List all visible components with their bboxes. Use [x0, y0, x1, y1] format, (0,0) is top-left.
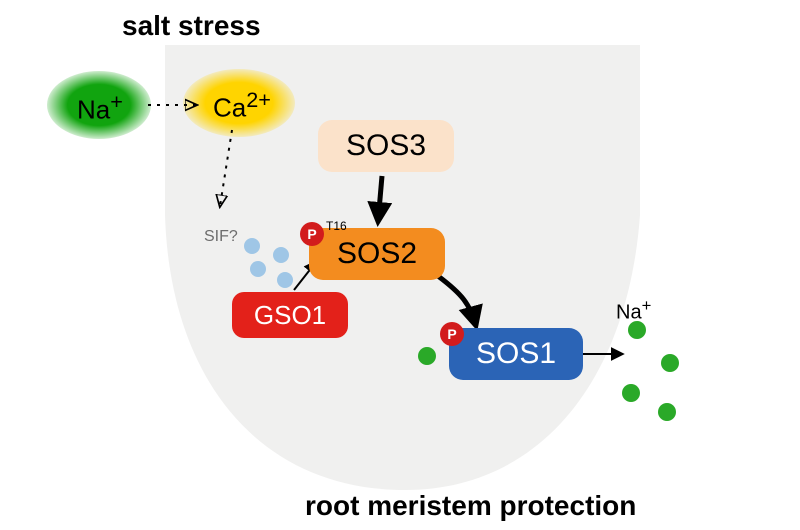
phospho-p-sos1: P	[447, 326, 456, 342]
ca-text: Ca	[213, 93, 246, 123]
node-sos3-label: SOS3	[346, 129, 426, 163]
arrow-sos2-to-sos1	[438, 276, 476, 326]
sif-dot	[273, 247, 289, 263]
sif-question-label: SIF?	[204, 228, 238, 246]
title-root-meristem: root meristem protection	[305, 490, 636, 522]
node-sos1-label: SOS1	[476, 337, 556, 371]
na-dot	[658, 403, 676, 421]
node-sos3: SOS3	[318, 120, 454, 172]
phospho-p-sos2: P	[307, 226, 316, 242]
node-sos1: SOS1	[449, 328, 583, 380]
sif-dot	[250, 261, 266, 277]
diagram-stage: salt stress root meristem protection Na+…	[0, 0, 800, 530]
title-salt-stress: salt stress	[122, 10, 261, 42]
phospho-site-t16: T16	[326, 219, 347, 233]
na-dot	[622, 384, 640, 402]
sif-dot	[277, 272, 293, 288]
node-gso1: GSO1	[232, 292, 348, 338]
na-text: Na	[77, 95, 110, 125]
na-dot	[661, 354, 679, 372]
na-dot	[628, 321, 646, 339]
na-sup: +	[110, 89, 123, 114]
node-sos2-label: SOS2	[337, 237, 417, 271]
sif-dot	[244, 238, 260, 254]
ca-ion-label: Ca2+	[213, 87, 271, 124]
node-gso1-label: GSO1	[254, 300, 326, 331]
arrow-sos3-to-sos2	[378, 176, 382, 222]
na-ion-label: Na+	[77, 89, 123, 126]
phospho-badge-sos2: P	[300, 222, 324, 246]
ca-sup: 2+	[246, 87, 271, 112]
phospho-badge-sos1: P	[440, 322, 464, 346]
node-sos2: SOS2	[309, 228, 445, 280]
arrow-ca-to-sif	[220, 130, 232, 206]
na-out-sup: +	[642, 296, 652, 315]
na-dot	[418, 347, 436, 365]
